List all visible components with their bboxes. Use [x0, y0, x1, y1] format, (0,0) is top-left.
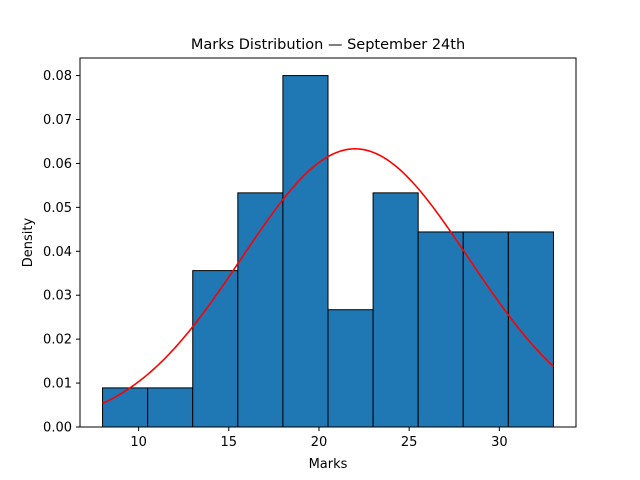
plot-frame [79, 57, 577, 428]
histogram-bar [372, 192, 419, 428]
histogram-bar [147, 387, 194, 428]
histogram-bar [282, 75, 329, 428]
y-axis-ticks: 0.00 0.01 0.02 0.03 0.04 0.05 0.06 0.07 0.08 [43, 69, 80, 436]
histogram-bar [417, 231, 464, 428]
y-tick-label: 0.01 [43, 377, 72, 392]
density-curve-layer [102, 148, 554, 405]
histogram-bar [462, 231, 509, 428]
y-tick-label: 0.03 [43, 289, 72, 304]
x-axis-label: Marks [309, 457, 348, 472]
x-axis-ticks: 10 15 20 25 30 [130, 427, 508, 450]
density-curve [102, 148, 554, 405]
x-tick-label: 25 [401, 435, 418, 450]
y-tick-label: 0.05 [43, 201, 72, 216]
y-tick-label: 0.07 [43, 113, 72, 128]
x-tick-label: 20 [311, 435, 328, 450]
x-tick-label: 30 [491, 435, 508, 450]
y-tick-label: 0.06 [43, 157, 72, 172]
chart-title: Marks Distribution — September 24th [191, 37, 465, 53]
histogram-bar [237, 192, 284, 428]
x-tick-label: 15 [221, 435, 238, 450]
y-tick-label: 0.04 [43, 245, 72, 260]
y-tick-label: 0.08 [43, 69, 72, 84]
y-tick-label: 0.02 [43, 333, 72, 348]
histogram-bar [507, 231, 554, 428]
y-axis-label: Density [21, 217, 36, 267]
x-tick-label: 10 [130, 435, 147, 450]
histogram-bar [192, 270, 239, 428]
histogram-bar [327, 309, 374, 428]
y-tick-label: 0.00 [43, 421, 72, 436]
histogram-bar [102, 387, 149, 428]
histogram-bars [102, 75, 554, 428]
